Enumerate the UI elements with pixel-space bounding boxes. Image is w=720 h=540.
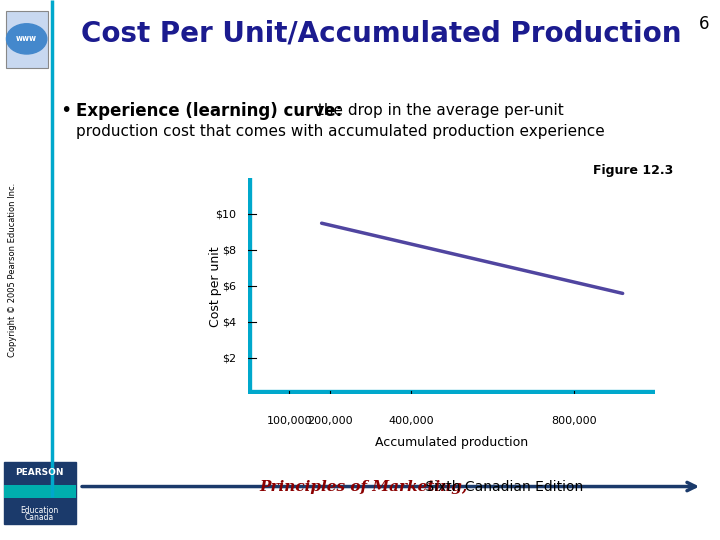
Text: $10: $10 — [215, 209, 236, 219]
Text: Copyright © 2005 Pearson Education Inc.: Copyright © 2005 Pearson Education Inc. — [9, 183, 17, 357]
Text: Canada: Canada — [25, 513, 54, 522]
Text: Figure 12.3: Figure 12.3 — [593, 164, 673, 177]
Text: the drop in the average per-unit: the drop in the average per-unit — [313, 103, 564, 118]
Circle shape — [6, 24, 47, 54]
Text: $4: $4 — [222, 317, 236, 327]
Text: Accumulated production: Accumulated production — [375, 436, 528, 449]
Text: Experience (learning) curve:: Experience (learning) curve: — [76, 102, 342, 120]
Text: $2: $2 — [222, 353, 236, 363]
Text: $8: $8 — [222, 245, 236, 255]
Text: www: www — [16, 35, 37, 43]
Text: 200,000: 200,000 — [307, 416, 353, 426]
Text: PEARSON: PEARSON — [15, 468, 64, 477]
Text: Cost per unit: Cost per unit — [210, 246, 222, 327]
FancyBboxPatch shape — [4, 485, 76, 498]
Text: Principles of Marketing,: Principles of Marketing, — [259, 480, 467, 494]
FancyBboxPatch shape — [6, 11, 48, 68]
Text: 400,000: 400,000 — [388, 416, 434, 426]
Text: $6: $6 — [222, 281, 236, 291]
Text: 6: 6 — [698, 15, 709, 33]
Text: production cost that comes with accumulated production experience: production cost that comes with accumula… — [76, 124, 604, 139]
Text: Education: Education — [20, 505, 59, 515]
Text: 100,000: 100,000 — [266, 416, 312, 426]
Text: Cost Per Unit/Accumulated Production: Cost Per Unit/Accumulated Production — [81, 19, 682, 48]
Text: 800,000: 800,000 — [551, 416, 597, 426]
Text: Sixth Canadian Edition: Sixth Canadian Edition — [421, 480, 583, 494]
Text: •: • — [60, 101, 71, 120]
FancyBboxPatch shape — [4, 462, 76, 524]
